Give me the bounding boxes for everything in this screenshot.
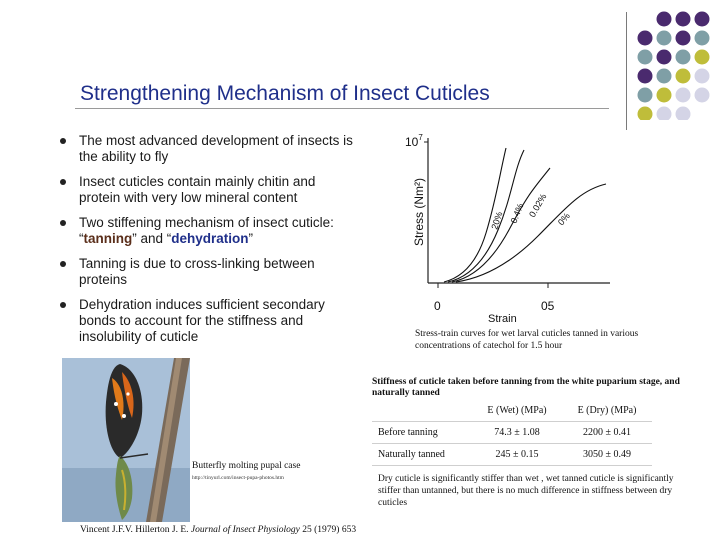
table-cell: 245 ± 0.15 [472,443,562,466]
decorative-dot [656,68,672,84]
term-tanning: tanning [83,231,133,246]
bullet-item: The most advanced development of insects… [60,133,360,165]
decorative-dot [656,49,672,65]
curve-002pct [451,167,551,283]
term-dehydration: dehydration [171,231,249,246]
y-top-label: 107 [405,133,423,149]
curve-0pct [455,183,607,283]
butterfly-pupal-case-photo [62,358,190,522]
table-cell: 3050 ± 0.49 [562,443,652,466]
reference-citation: Vincent J.F.V. Hillerton J. E. Journal o… [80,525,357,535]
stiffness-table: E (Wet) (MPa) E (Dry) (MPa) Before tanni… [372,400,652,466]
photo-source-link[interactable]: http://tinyurl.com/insect-pupa-photos.ht… [192,475,284,481]
decorative-dot [675,49,691,65]
table-cell: Before tanning [372,421,472,444]
decorative-dot [675,30,691,46]
decorative-dot [637,68,653,84]
table-row: Before tanning 74.3 ± 1.08 2200 ± 0.41 [372,421,652,444]
series-label-002pct: 0.02% [527,192,548,219]
table-header-wet: E (Wet) (MPa) [472,400,562,422]
curve-04pct [447,149,525,283]
table-header-row: E (Wet) (MPa) E (Dry) (MPa) [372,400,652,422]
decorative-dot [656,87,672,103]
decorative-dot-grid [637,11,710,120]
table-cell: 74.3 ± 1.08 [472,421,562,444]
table-caption: Stiffness of cuticle taken before tannin… [372,377,680,398]
bullet-dot-icon [60,179,66,185]
series-label-04pct: 0.4% [509,202,526,225]
bullet-item: Two stiffening mechanism of insect cutic… [60,215,360,247]
decorative-dot [694,87,710,103]
bullet-item: Tanning is due to cross-linking between … [60,256,360,288]
decorative-dot [694,68,710,84]
table-header-empty [372,400,472,422]
table-header-dry: E (Dry) (MPa) [562,400,652,422]
stress-strain-chart: 107 Stress (Nm²) 0 05 Strain 20% 0.4% 0.… [405,133,610,323]
decorative-dot [675,106,691,120]
decorative-dot [637,87,653,103]
decorative-dot [694,49,710,65]
table-cell: Naturally tanned [372,443,472,466]
butterfly-illustration [62,358,190,522]
y-axis-label: Stress (Nm²) [412,178,426,246]
bullet-dot-icon [60,220,66,226]
bullet-item: Dehydration induces sufficient secondary… [60,297,360,345]
bullet-dot-icon [60,261,66,267]
decorative-dot [694,30,710,46]
curve-20pct [443,147,507,283]
decorative-dot [637,49,653,65]
decorative-dot [694,11,710,27]
decorative-dot [656,11,672,27]
series-label-0pct: 0% [556,211,572,227]
decorative-dot [637,30,653,46]
x-tick-label-05: 05 [541,299,555,313]
decorative-dot [637,106,653,120]
chart-caption: Stress-train curves for wet larval cutic… [415,329,639,351]
bullet-item: Insect cuticles contain mainly chitin an… [60,174,360,206]
decorative-dot [675,87,691,103]
bullet-dot-icon [60,138,66,144]
conclusion-text: Dry cuticle is significantly stiffer tha… [378,474,674,508]
photo-caption: Butterfly molting pupal case [192,461,301,471]
x-axis-label: Strain [488,313,517,323]
page-title: Strengthening Mechanism of Insect Cuticl… [80,82,490,105]
x-tick-label-0: 0 [434,299,441,313]
decorative-dot [675,68,691,84]
table-row: Naturally tanned 245 ± 0.15 3050 ± 0.49 [372,443,652,466]
decorative-dot [675,11,691,27]
decorative-dot [656,30,672,46]
decorative-dot [656,106,672,120]
title-vertical-rule [626,12,627,130]
bullet-dot-icon [60,302,66,308]
bullet-list: The most advanced development of insects… [60,133,360,354]
title-horizontal-rule [75,108,609,109]
table-cell: 2200 ± 0.41 [562,421,652,444]
